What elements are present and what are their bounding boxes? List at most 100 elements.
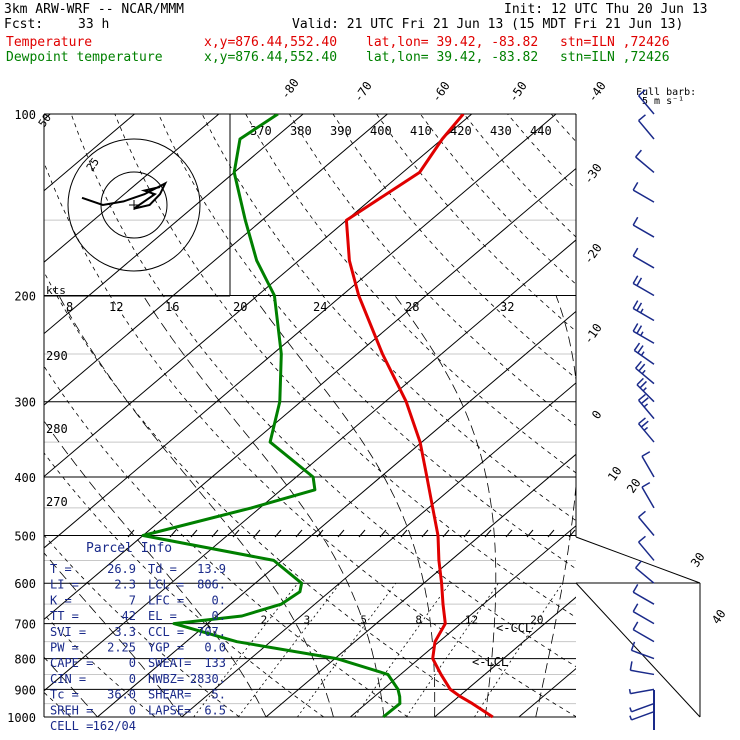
- wind-barb-shaft: [641, 486, 655, 509]
- parcel-row-label: PW =: [50, 641, 79, 655]
- parcel-row-value2: 6.5: [204, 703, 226, 717]
- chart-profiles: [141, 114, 494, 719]
- pressure-tick-label: 500: [14, 529, 36, 543]
- wind-barb-shaft: [632, 591, 655, 605]
- hatch-tick: [211, 529, 219, 538]
- wind-barb: [632, 584, 655, 605]
- temperature-xy: x,y=876.44,552.40: [204, 35, 338, 50]
- moist-adiabat-line: [44, 656, 98, 718]
- frame-edge-line: [575, 536, 701, 584]
- isotherm-line: [44, 239, 576, 692]
- parcel-row-label: SREH =: [50, 703, 93, 717]
- mixing-ratio-label: 2: [261, 613, 268, 626]
- parcel-row-value2: 2830.: [190, 672, 226, 686]
- parcel-row-value2: 707.: [197, 625, 226, 639]
- wind-barb-flag: [636, 302, 643, 312]
- wind-barb-shaft: [632, 189, 655, 203]
- parcel-row-label2: SWEAT=: [148, 656, 191, 670]
- dry-adiabat-line: [332, 114, 576, 379]
- wind-barb-half-flag: [642, 387, 647, 392]
- mixing-ratio-label: 20: [530, 613, 543, 626]
- wind-barb-flag: [636, 325, 643, 334]
- wind-barb: [632, 300, 655, 322]
- theta-e-left-label: 290: [46, 349, 68, 363]
- dry-adiabat-line: [638, 114, 740, 717]
- parcel-row-label2: LFC =: [148, 593, 184, 607]
- moist-adiabat-line: [252, 295, 436, 717]
- parcel-row-value: 0: [129, 703, 136, 717]
- hatch-tick: [190, 529, 198, 538]
- theta-top-label: 380: [290, 124, 312, 138]
- theta-top-label: 400: [370, 124, 392, 138]
- wind-barb: [637, 114, 655, 140]
- parcel-row-value: 0: [129, 656, 136, 670]
- moist-adiabat-line: [58, 295, 334, 718]
- wind-barb-half-flag: [628, 689, 632, 694]
- parcel-row-label2: HWBZ=: [148, 672, 184, 686]
- isotherm-right-label: 40: [709, 607, 729, 627]
- wind-barb-flag: [632, 275, 639, 284]
- wind-barb-flag: [639, 380, 647, 389]
- wind-barb-shaft: [631, 649, 655, 660]
- hatch-tick: [337, 529, 345, 538]
- wind-barb-shaft: [632, 629, 655, 643]
- isotherm-line: [434, 596, 576, 718]
- wind-barb: [632, 621, 655, 643]
- isotherm-line: [265, 453, 576, 718]
- parcel-row-value2: 5.: [212, 688, 226, 702]
- parcel-row-label: CELL =: [50, 719, 93, 733]
- wind-barb: [632, 216, 655, 238]
- isotherm-line: [44, 114, 557, 549]
- wind-barb: [641, 451, 655, 478]
- dry-adiabat-line: [44, 534, 240, 718]
- isotherm-top-label: -70: [351, 79, 375, 105]
- theta-e-top-label: 20: [233, 300, 247, 314]
- wind-barb-flag: [632, 300, 639, 309]
- hatch-tick: [253, 529, 261, 538]
- hatch-tick: [568, 529, 576, 538]
- parcel-row-label: K =: [50, 593, 72, 607]
- hodo-ring-outer: [67, 138, 201, 272]
- theta-e-top-label: 24: [313, 300, 327, 314]
- wind-barb: [635, 149, 655, 174]
- wind-barb-flag: [632, 621, 639, 631]
- wind-barb-flag: [638, 393, 646, 401]
- parcel-row-label: CIN =: [50, 672, 86, 686]
- wind-barb: [637, 393, 655, 420]
- isotherm-top-label: -50: [506, 79, 530, 105]
- parcel-row-value: 0: [129, 672, 136, 686]
- wind-barb: [641, 481, 655, 509]
- isotherm-right-label: 30: [688, 550, 708, 570]
- wind-barb: [632, 181, 655, 203]
- wind-barb-flag: [632, 181, 639, 191]
- parcel-row-label: SVI =: [50, 625, 86, 639]
- wind-barb-shaft: [637, 120, 655, 140]
- wind-barb-flag: [632, 603, 639, 612]
- wind-barb: [632, 275, 655, 297]
- parcel-row-value: 162/04: [93, 719, 136, 733]
- mixing-ratio-line: [354, 582, 451, 718]
- hatch-tick: [484, 529, 492, 538]
- wind-barb-shaft: [637, 95, 655, 115]
- hatch-tick: [442, 529, 450, 538]
- wind-barb-half-flag: [641, 369, 646, 375]
- dry-adiabat-line: [550, 114, 576, 143]
- parcel-row-value2: 0.: [212, 609, 226, 623]
- dry-adiabat-line: [507, 114, 576, 190]
- wind-barb-half-flag: [629, 715, 633, 721]
- dewpoint-profile-line: [141, 114, 402, 719]
- wind-barb: [630, 641, 655, 660]
- dry-adiabat-line: [70, 114, 576, 668]
- dry-adiabat-line: [114, 114, 576, 618]
- temperature-profile-line: [344, 114, 494, 719]
- wind-barb-half-flag: [640, 351, 645, 356]
- parcel-row-label: CAPE =: [50, 656, 93, 670]
- dry-adiabat-line: [44, 452, 324, 718]
- moist-adiabat-line: [394, 295, 497, 718]
- isotherm-line: [44, 114, 304, 335]
- wind-barb: [632, 247, 655, 269]
- wind-barb: [628, 688, 655, 695]
- model-title: 3km ARW-WRF -- NCAR/MMM: [4, 2, 185, 17]
- wind-barb-flag: [630, 641, 636, 651]
- hatch-tick: [526, 529, 534, 538]
